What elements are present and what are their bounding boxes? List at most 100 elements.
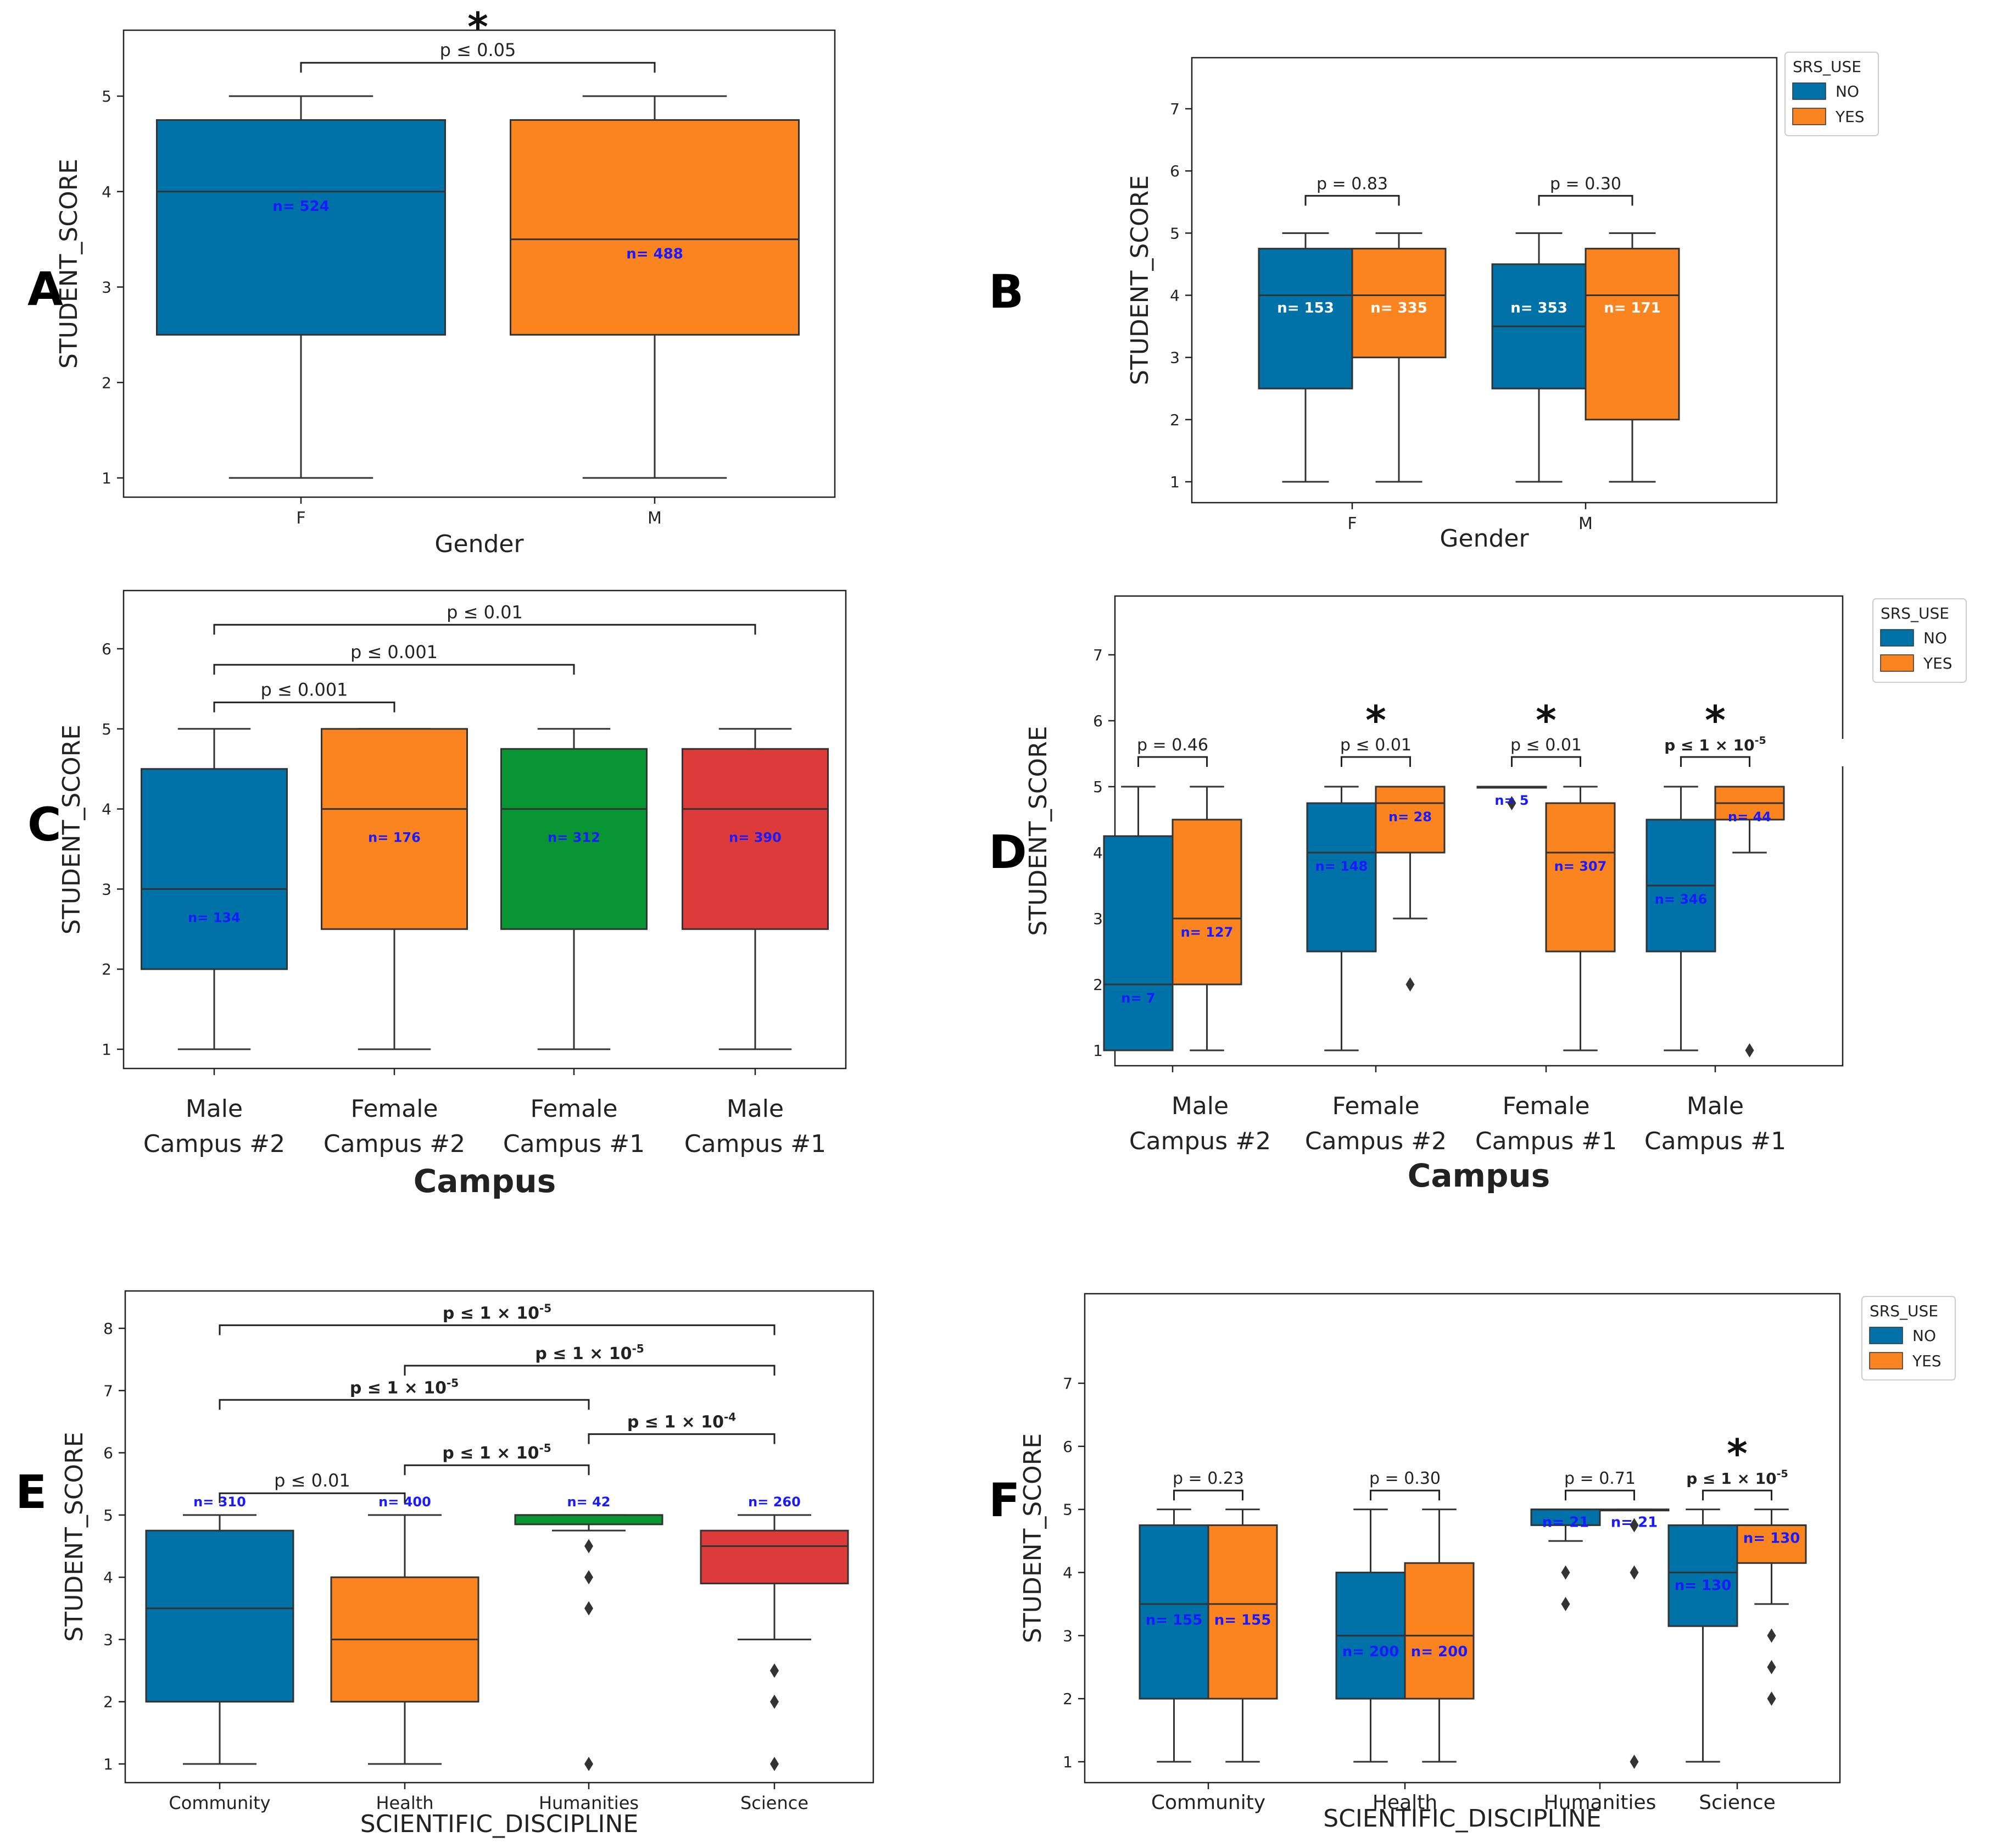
legend-label: YES	[1912, 1352, 1942, 1370]
x-axis-label: Gender	[434, 530, 524, 558]
legend: SRS_USE NO YES	[1872, 598, 1967, 683]
y-tick-label: 6	[1093, 712, 1103, 730]
y-tick-label: 1	[1063, 1753, 1073, 1771]
outlier-point	[1507, 796, 1516, 810]
outlier-point	[1630, 1565, 1639, 1580]
n-label: n= 134	[188, 910, 241, 925]
n-label: n= 153	[1277, 300, 1334, 316]
y-tick-label: 6	[1063, 1438, 1073, 1456]
plot-frame	[122, 29, 836, 498]
y-axis-label: STUDENT_SCORE	[1024, 726, 1052, 936]
panel-E: E 1 2 3 4 5 6 7 8 STUDENT_SCORE Community Health Hum…	[15, 1290, 874, 1838]
p-value-label: p ≤ 0.01	[447, 602, 523, 622]
significance-bracket	[1137, 756, 1208, 767]
p-value-label: p ≤ 0.001	[350, 642, 438, 663]
outlier-point	[1767, 1660, 1776, 1674]
x-tick-label: Male	[1687, 1092, 1744, 1120]
significance-bracket	[1173, 1489, 1243, 1501]
p-value-label: p = 0.83	[1317, 174, 1388, 193]
n-label: n= 130	[1743, 1530, 1800, 1546]
legend-swatch-orange	[1792, 108, 1826, 125]
box-orange	[1351, 248, 1447, 359]
n-label: n= 335	[1370, 300, 1427, 316]
significance-bracket	[1304, 194, 1400, 206]
y-tick-label: 3	[102, 880, 111, 898]
p-value-label: p = 0.71	[1564, 1469, 1636, 1488]
box-blue	[1258, 248, 1353, 389]
x-tick-label: M	[648, 509, 662, 528]
legend-label: NO	[1923, 629, 1947, 647]
panel-A: A 1 2 3 4 5 STUDENT_SCORE F M Gender n= 524 n= 488 p…	[27, 4, 836, 558]
significance-bracket	[1341, 756, 1411, 767]
box-orange	[1404, 1562, 1475, 1700]
box-orange	[1172, 819, 1242, 986]
y-tick-label: 2	[103, 1693, 113, 1711]
significance-bracket	[213, 624, 756, 635]
p-value-label: p ≤ 1 × 10-4	[627, 1411, 736, 1432]
outlier-point	[584, 1601, 593, 1616]
p-value-exponent: -5	[539, 1301, 551, 1315]
y-tick-label: 3	[103, 1630, 113, 1649]
x-tick-label: Campus #2	[323, 1130, 465, 1158]
n-label: n= 200	[1411, 1644, 1468, 1660]
p-value-label: p = 0.30	[1369, 1469, 1441, 1488]
outlier-point	[1767, 1691, 1776, 1706]
y-tick-label: 1	[1170, 473, 1180, 491]
y-tick-label: 4	[1170, 287, 1180, 305]
outlier-point	[1405, 977, 1415, 992]
significance-bracket	[404, 1464, 590, 1476]
significance-star: *	[1705, 697, 1726, 743]
n-label: n= 524	[272, 198, 330, 215]
significance-star: *	[1727, 1430, 1748, 1477]
significance-bracket	[588, 1433, 776, 1444]
y-tick-label: 4	[103, 1568, 113, 1587]
outlier-point	[1561, 1596, 1570, 1611]
outlier-point	[770, 1694, 779, 1709]
n-label: n= 312	[548, 830, 600, 845]
y-tick-label: 3	[102, 279, 111, 297]
plot-frame	[1191, 57, 1778, 504]
n-label: n= 260	[748, 1494, 801, 1510]
box-blue	[1139, 1524, 1209, 1700]
y-tick-label: 4	[1063, 1564, 1073, 1582]
x-tick-label: Female	[350, 1095, 438, 1123]
n-label: n= 155	[1214, 1612, 1271, 1629]
significance-bracket	[1511, 756, 1581, 767]
significance-star: *	[1536, 697, 1557, 743]
significance-star: *	[1365, 697, 1386, 743]
x-tick-label: Community	[1151, 1791, 1265, 1814]
significance-bracket	[219, 1324, 776, 1335]
panel-letter: C	[27, 798, 62, 851]
outlier-point	[1561, 1565, 1570, 1580]
p-value-exponent: -5	[1755, 734, 1766, 747]
x-axis-label: SCIENTIFIC_DISCIPLINE	[1323, 1805, 1601, 1833]
plot-frame	[122, 589, 847, 1070]
n-label: n= 171	[1604, 300, 1661, 316]
box-orange	[1585, 248, 1680, 421]
y-tick-label: 3	[1093, 910, 1103, 928]
legend-swatch-blue	[1869, 1327, 1903, 1344]
legend-title: SRS_USE	[1881, 604, 1949, 622]
n-label: n= 155	[1146, 1612, 1203, 1629]
y-tick-label: 6	[1170, 162, 1180, 180]
p-value-label: p ≤ 0.01	[274, 1470, 350, 1491]
y-tick-label: 5	[103, 1506, 113, 1524]
panel-C: C 1 2 3 4 5 6 STUDENT_SCORE Male Campus #2 Female C…	[27, 589, 847, 1200]
x-tick-label: Campus #1	[1644, 1127, 1786, 1155]
significance-bracket	[1702, 1489, 1772, 1501]
y-axis-label: STUDENT_SCORE	[60, 1432, 88, 1641]
significance-bracket	[404, 1365, 776, 1376]
y-tick-label: 5	[102, 87, 111, 105]
legend: SRS_USE NO YES	[1784, 52, 1879, 136]
x-tick-label: Science	[1699, 1791, 1776, 1814]
outlier-point	[584, 1539, 593, 1554]
box-orange	[321, 728, 468, 930]
n-label: n= 21	[1611, 1515, 1658, 1531]
p-value-label: p ≤ 1 × 10-5	[1664, 734, 1766, 754]
y-axis-label: STUDENT_SCORE	[1019, 1433, 1047, 1643]
y-tick-label: 1	[103, 1755, 113, 1773]
panel-B: B 1 2 3 4 5 6 7 STUDENT_SCORE F M Gender n= 153 n= 33…	[989, 52, 1879, 553]
x-axis-label: Gender	[1440, 525, 1529, 553]
plot-frame	[1114, 595, 1844, 1067]
box-orange	[1545, 802, 1616, 953]
